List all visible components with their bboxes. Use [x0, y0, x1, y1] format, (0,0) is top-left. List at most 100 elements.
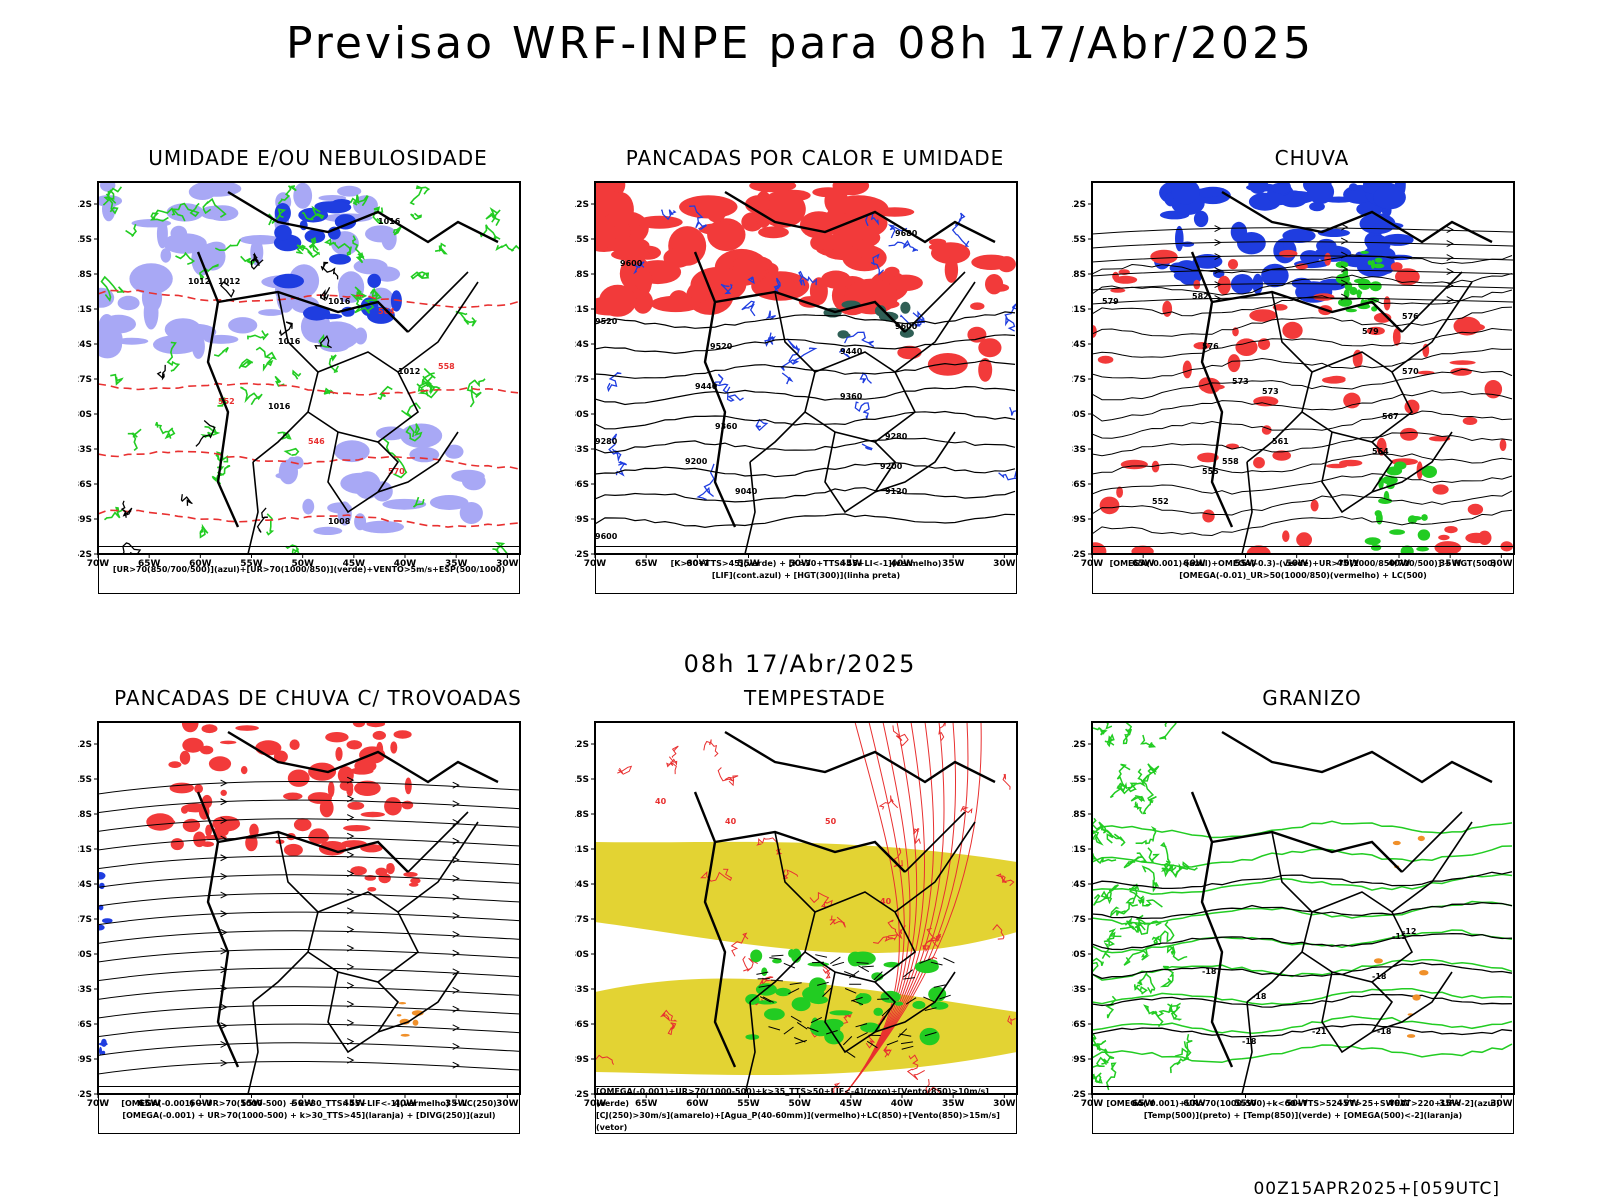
thunder-shower-area [390, 741, 398, 754]
precipitable-water-contour [821, 964, 832, 979]
thunder-shower-area [287, 769, 310, 787]
thickness-contour [98, 450, 519, 470]
humidity-1000-850-contour [274, 375, 285, 387]
humidity-850-700-500-area [176, 323, 217, 341]
contour-label: 9360 [715, 422, 738, 431]
lat-label: 12S [78, 740, 92, 750]
humidity-core-area [367, 273, 382, 288]
humidity-rain-area [1131, 545, 1154, 554]
country-border [1241, 1001, 1253, 1094]
lon-label: 50W [291, 1099, 314, 1109]
contour-label: 1008 [328, 517, 351, 526]
humidity-rain-area [1282, 530, 1290, 542]
humidity-rain-area [1295, 263, 1308, 270]
country-border [1190, 791, 1234, 1068]
lon-label: 65W [138, 559, 161, 569]
humidity-rain-area [1438, 534, 1450, 541]
humidity-850-700-500-area [228, 317, 258, 334]
strong-omega-south-area [1416, 546, 1429, 552]
omega-500-area [1417, 835, 1425, 842]
thunder-shower-area [220, 789, 227, 796]
lat-label: 24S [78, 340, 92, 350]
lifted-index-contour [741, 300, 756, 317]
contour-label: 552 [218, 397, 235, 406]
strong-omega-south-area [1382, 475, 1398, 485]
lat-label: 39S [1072, 1055, 1086, 1065]
height-500-contour [1092, 509, 1513, 537]
lat-label: 42S [575, 550, 589, 560]
wind-arrow [346, 776, 355, 784]
main-title: Previsao WRF-INPE para 08h 17/Abr/2025 [285, 18, 1314, 69]
unstable-heat-area [698, 223, 737, 236]
wind-vector [903, 977, 916, 980]
height-500-contour [1092, 431, 1513, 457]
legend-line: [OMEGA(-0.001)+UR>70(1000-500)+k<60+TTS>… [1106, 1099, 1500, 1108]
height-500-contour [1092, 273, 1513, 296]
temp-850-contour [1136, 970, 1156, 995]
lat-label: 12S [78, 200, 92, 210]
country-border [397, 281, 479, 373]
wind-arrow [220, 891, 228, 899]
contour-label: 579 [1362, 327, 1379, 336]
wind-arrow [1446, 226, 1454, 234]
legend-line: [CJ(250)>30m/s](amarelo)+[Agua_P(40-60mm… [596, 1111, 1000, 1132]
humidity-1000-850-contour [125, 223, 137, 238]
forecast-map: 40 40 50 40 12S 15S 18S 21S 24S 27S 30S 33S 36S 39S 42… [575, 721, 1018, 1109]
country-border [904, 271, 966, 333]
lat-label: 21S [1072, 845, 1086, 855]
lat-label: 42S [78, 550, 92, 560]
lon-label: 40W [394, 559, 417, 569]
pressure-contour [278, 321, 293, 337]
unstable-heat-area [608, 192, 634, 228]
precipitable-water-contour [703, 739, 719, 757]
lat-label: 30S [1072, 410, 1086, 420]
humidity-1000-850-contour [412, 496, 425, 508]
unstable-heat-area [606, 236, 650, 254]
lifted-index-contour [888, 239, 919, 253]
country-border [407, 271, 469, 333]
contour-label: -18 [1202, 967, 1217, 976]
wind-vector [769, 957, 782, 960]
humidity-rain-area [1202, 509, 1215, 523]
lon-label: 60W [686, 1099, 709, 1109]
wind-850-area [788, 949, 796, 958]
lat-label: 18S [575, 270, 589, 280]
omega-rain-area [1180, 241, 1195, 247]
humidity-core-area [274, 203, 291, 223]
humidity-rain-area [1110, 288, 1126, 293]
humidity-rain-area [1092, 325, 1097, 338]
wind-850-area [912, 1000, 926, 1010]
omega-rain-area [1373, 185, 1406, 210]
country-border [407, 811, 469, 873]
wind-arrow [346, 963, 355, 971]
humidity-1000-850-contour [283, 447, 300, 456]
orange-instability-area [400, 1033, 410, 1037]
temp-850-contour [1092, 884, 1119, 906]
omega-rain-area [1193, 210, 1209, 228]
humidity-rain-area [1366, 326, 1385, 336]
lat-label: 42S [1072, 550, 1086, 560]
lat-label: 24S [78, 880, 92, 890]
wind-arrow [1214, 225, 1222, 232]
wind-850-area [791, 997, 811, 1012]
streamline [98, 1060, 520, 1075]
streamline [98, 1023, 520, 1038]
wind-vector [901, 1045, 914, 1050]
lat-label: 30S [1072, 950, 1086, 960]
temp-850-contour [1106, 830, 1126, 847]
lat-label: 36S [78, 1020, 92, 1030]
lon-label: 60W [686, 559, 709, 569]
thermal-instability-area [900, 301, 911, 314]
lat-label: 18S [78, 810, 92, 820]
divergence-area [102, 918, 113, 924]
precipitable-water-contour [906, 1054, 925, 1081]
lon-label: 40W [1388, 559, 1411, 569]
streamline [1092, 283, 1514, 291]
lifted-index-contour [615, 460, 627, 477]
country-border [196, 791, 240, 1068]
height-300-contour [595, 487, 1016, 503]
height-300-contour [595, 334, 1016, 355]
country-border [1401, 271, 1463, 333]
unstable-heat-area [749, 182, 797, 193]
wind-arrow [346, 907, 355, 915]
